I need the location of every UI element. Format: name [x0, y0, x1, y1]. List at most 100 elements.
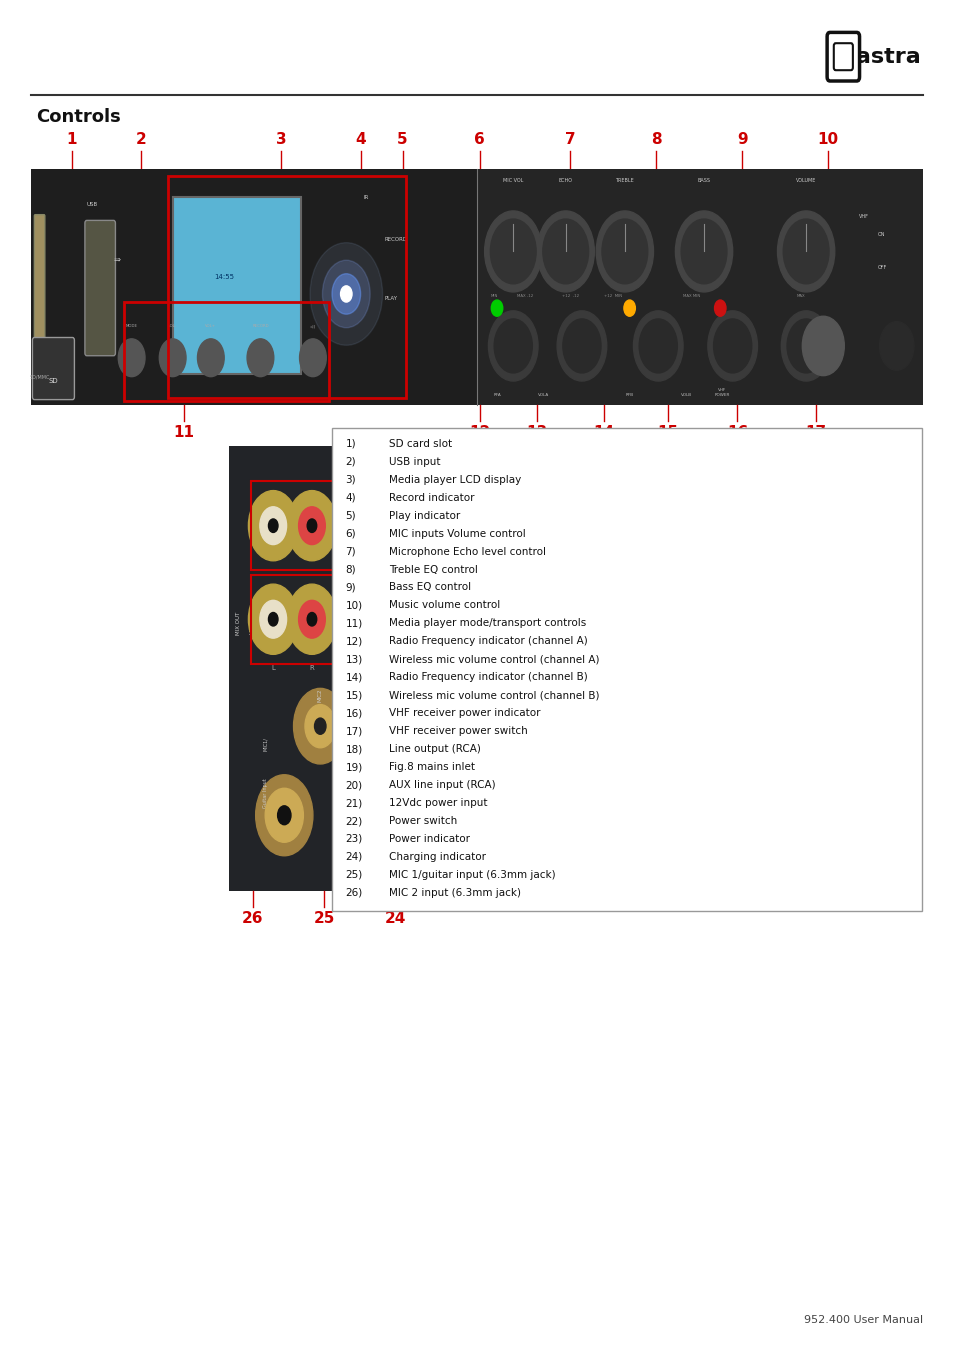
Text: 19): 19)	[345, 763, 362, 772]
Text: Microphone Echo level control: Microphone Echo level control	[389, 547, 546, 556]
Text: 22): 22)	[345, 815, 362, 826]
Text: 11): 11)	[345, 618, 362, 628]
Text: USB input: USB input	[389, 456, 440, 467]
Text: SD card slot: SD card slot	[389, 439, 452, 448]
Circle shape	[639, 319, 677, 373]
Text: 19: 19	[523, 535, 544, 551]
Text: BASS: BASS	[697, 178, 710, 184]
Text: TREBLE: TREBLE	[615, 178, 634, 184]
Text: MAX MIN: MAX MIN	[682, 294, 700, 298]
Text: MAX: MAX	[796, 294, 805, 298]
Text: SD/MMC: SD/MMC	[30, 374, 51, 379]
Text: 12: 12	[469, 425, 490, 440]
Text: 23: 23	[523, 852, 544, 868]
Text: 13): 13)	[345, 655, 362, 664]
Text: 5: 5	[396, 132, 408, 147]
Text: VHF receiver power indicator: VHF receiver power indicator	[389, 709, 540, 718]
FancyBboxPatch shape	[31, 169, 476, 405]
Text: VOLA: VOLA	[537, 393, 549, 397]
Text: VOL+: VOL+	[205, 324, 216, 328]
Text: 15): 15)	[345, 690, 362, 701]
Text: 14: 14	[593, 425, 614, 440]
Circle shape	[494, 319, 532, 373]
Text: 4): 4)	[345, 493, 355, 502]
Text: AUX line input (RCA): AUX line input (RCA)	[389, 780, 496, 790]
FancyBboxPatch shape	[332, 428, 921, 911]
Text: 16: 16	[726, 425, 747, 440]
Circle shape	[268, 613, 277, 626]
Text: CHARGE: CHARGE	[428, 846, 433, 867]
Circle shape	[416, 532, 439, 564]
Text: MIC 1/guitar input (6.3mm jack): MIC 1/guitar input (6.3mm jack)	[389, 869, 556, 880]
Text: Fig.8 mains inlet: Fig.8 mains inlet	[389, 763, 475, 772]
Text: +12  -12: +12 -12	[561, 294, 578, 298]
Circle shape	[294, 688, 347, 764]
Text: L: L	[271, 666, 274, 671]
Circle shape	[879, 321, 913, 370]
Circle shape	[247, 339, 274, 377]
Circle shape	[484, 771, 515, 814]
Text: Treble EQ control: Treble EQ control	[389, 564, 477, 575]
Text: MIC2: MIC2	[317, 688, 322, 702]
Text: 18: 18	[523, 467, 544, 483]
Text: R: R	[310, 666, 314, 671]
FancyBboxPatch shape	[34, 215, 45, 355]
Circle shape	[777, 211, 834, 292]
Circle shape	[340, 286, 352, 302]
Circle shape	[159, 339, 186, 377]
Circle shape	[298, 506, 325, 544]
Circle shape	[322, 261, 370, 328]
Text: 7: 7	[564, 132, 576, 147]
Text: 6): 6)	[345, 529, 355, 539]
Text: VHF: VHF	[858, 213, 867, 219]
FancyBboxPatch shape	[826, 32, 859, 81]
Text: 23): 23)	[345, 834, 362, 844]
Text: 8: 8	[650, 132, 661, 147]
Text: LINE IN: LINE IN	[250, 614, 255, 633]
Circle shape	[268, 518, 277, 532]
Text: 24: 24	[385, 911, 406, 926]
Text: 10): 10)	[345, 601, 362, 610]
Circle shape	[491, 300, 502, 316]
Text: 22: 22	[523, 771, 545, 787]
Circle shape	[680, 219, 726, 284]
Circle shape	[675, 211, 732, 292]
Circle shape	[633, 310, 682, 381]
Text: Radio Frequency indicator (channel B): Radio Frequency indicator (channel B)	[389, 672, 587, 682]
Text: 26): 26)	[345, 888, 362, 898]
Text: Media player LCD display: Media player LCD display	[389, 475, 521, 485]
Text: MIC 2 input (6.3mm jack): MIC 2 input (6.3mm jack)	[389, 888, 520, 898]
Circle shape	[307, 518, 316, 532]
Circle shape	[542, 219, 588, 284]
Text: 25): 25)	[345, 869, 362, 880]
Text: USB: USB	[87, 201, 98, 207]
Text: 3: 3	[275, 132, 287, 147]
Text: 7): 7)	[345, 547, 355, 556]
Text: 10: 10	[817, 132, 838, 147]
FancyBboxPatch shape	[444, 662, 484, 771]
Text: PLAY: PLAY	[384, 296, 397, 301]
Text: Play indicator: Play indicator	[389, 510, 460, 521]
FancyBboxPatch shape	[85, 220, 115, 356]
Text: 14): 14)	[345, 672, 362, 682]
Circle shape	[537, 211, 594, 292]
Text: VHF
POWER: VHF POWER	[714, 389, 729, 397]
Circle shape	[416, 500, 439, 532]
Text: MIN: MIN	[490, 294, 497, 298]
Circle shape	[488, 310, 537, 381]
Text: MIC inputs Volume control: MIC inputs Volume control	[389, 529, 525, 539]
Circle shape	[623, 300, 635, 316]
Circle shape	[713, 319, 751, 373]
Text: Power indicator: Power indicator	[389, 834, 470, 844]
Circle shape	[265, 788, 303, 842]
Text: DC 12-15V/4A: DC 12-15V/4A	[452, 620, 456, 647]
Text: 2): 2)	[345, 456, 355, 467]
Text: Wireless mic volume control (channel B): Wireless mic volume control (channel B)	[389, 690, 599, 701]
Circle shape	[332, 274, 360, 315]
Text: 12): 12)	[345, 636, 362, 647]
FancyBboxPatch shape	[400, 486, 456, 591]
Text: POWER: POWER	[489, 849, 494, 867]
Circle shape	[423, 728, 438, 749]
Circle shape	[473, 755, 526, 830]
Text: MODE: MODE	[126, 324, 137, 328]
